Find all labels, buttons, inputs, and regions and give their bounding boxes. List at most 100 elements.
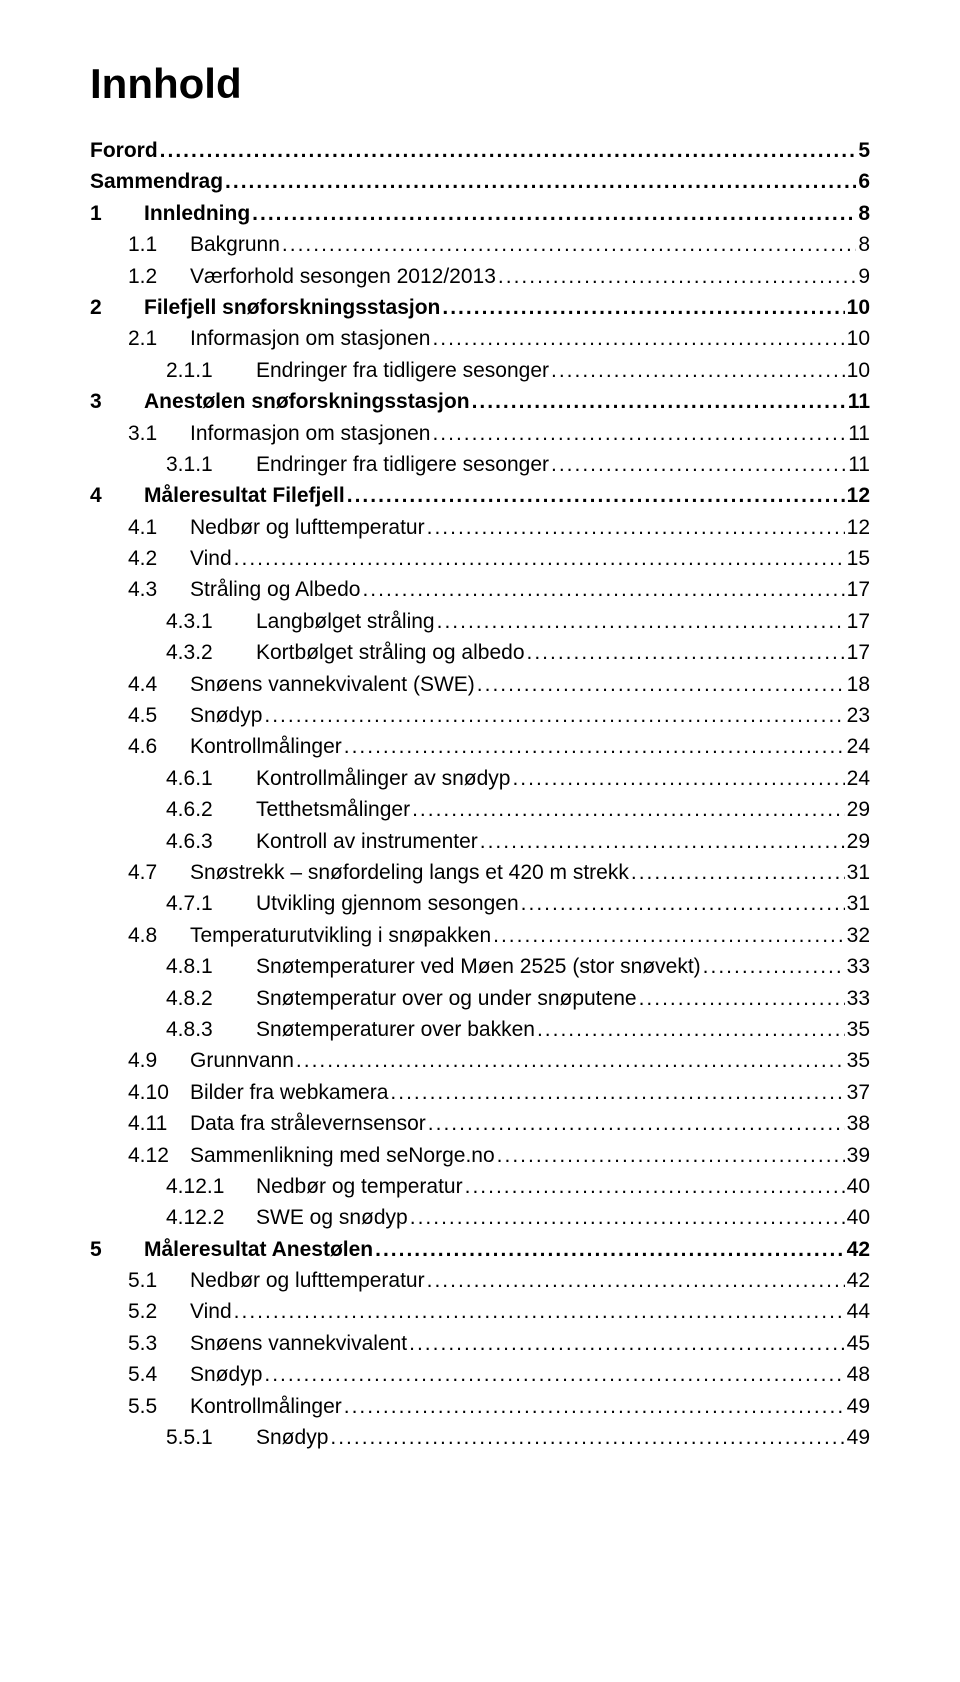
toc-entry: 5Måleresultat Anestølen 42	[90, 1235, 870, 1264]
toc-entry-text: Stråling og Albedo	[190, 578, 360, 601]
toc-leader-dots	[160, 136, 857, 165]
toc-entry-label: 4.8.3Snøtemperaturer over bakken	[166, 1015, 535, 1044]
toc-leader-dots	[344, 732, 845, 761]
toc-entry-label: 4.12.1Nedbør og temperatur	[166, 1172, 463, 1201]
toc-entry-number: 4.6.3	[166, 827, 256, 856]
toc-entry-number: 1.1	[128, 230, 190, 259]
toc-entry: 4.6.1Kontrollmålinger av snødyp24	[90, 764, 870, 793]
toc-entry: 4Måleresultat Filefjell12	[90, 481, 870, 510]
toc-entry-label: 4.8.2Snøtemperatur over og under snøpute…	[166, 984, 637, 1013]
toc-entry-number: 4.8	[128, 921, 190, 950]
toc-entry-number: 1.2	[128, 262, 190, 291]
toc-entry-page: 45	[847, 1329, 870, 1358]
toc-entry-page: 49	[847, 1392, 870, 1421]
toc-entry: 4.12.1Nedbør og temperatur 40	[90, 1172, 870, 1201]
toc-leader-dots	[465, 1172, 845, 1201]
toc-entry-number: 3.1.1	[166, 450, 256, 479]
toc-entry-label: 4.6Kontrollmålinger	[128, 732, 342, 761]
toc-entry-page: 48	[847, 1360, 870, 1389]
toc-entry-text: Kontrollmålinger av snødyp	[256, 767, 510, 790]
toc-entry-label: 4.7Snøstrekk – snøfordeling langs et 420…	[128, 858, 629, 887]
toc-leader-dots	[493, 921, 845, 950]
toc-entry-label: 2Filefjell snøforskningsstasjon	[90, 293, 440, 322]
toc-leader-dots	[344, 1392, 845, 1421]
toc-entry-label: 5.4Snødyp	[128, 1360, 262, 1389]
toc-entry-label: 5.1Nedbør og lufttemperatur	[128, 1266, 425, 1295]
toc-entry-page: 12	[847, 481, 870, 510]
toc-entry-number: 4.10	[128, 1078, 190, 1107]
toc-entry-page: 10	[847, 324, 870, 353]
toc-entry-label: 4.2Vind	[128, 544, 232, 573]
toc-leader-dots	[551, 356, 845, 385]
toc-entry-number: 5.3	[128, 1329, 190, 1358]
toc-entry-page: 10	[847, 356, 870, 385]
toc-entry-text: Måleresultat Filefjell	[144, 484, 345, 507]
toc-entry-number: 5.5	[128, 1392, 190, 1421]
toc-entry-number: 4.5	[128, 701, 190, 730]
toc-entry-text: Nedbør og temperatur	[256, 1175, 463, 1198]
toc-leader-dots	[477, 670, 845, 699]
toc-entry-label: 4.12.2SWE og snødyp	[166, 1203, 408, 1232]
toc-entry-text: Snøtemperaturer over bakken	[256, 1018, 535, 1041]
toc-entry-label: 4.6.1Kontrollmålinger av snødyp	[166, 764, 510, 793]
toc-entry-text: Kontrollmålinger	[190, 735, 342, 758]
toc-entry-page: 11	[848, 450, 870, 479]
toc-entry-label: 1Innledning	[90, 199, 250, 228]
toc-entry-text: Anestølen snøforskningsstasjon	[144, 390, 470, 413]
toc-entry: 1.1Bakgrunn8	[90, 230, 870, 259]
toc-entry: 3.1Informasjon om stasjonen11	[90, 419, 870, 448]
toc-entry-label: 5.3Snøens vannekvivalent	[128, 1329, 407, 1358]
toc-entry: 2Filefjell snøforskningsstasjon10	[90, 293, 870, 322]
toc-entry-number: 5	[90, 1235, 144, 1264]
toc-entry-page: 11	[848, 419, 870, 448]
toc-leader-dots	[432, 419, 846, 448]
toc-entry-text: Kontrollmålinger	[190, 1395, 342, 1418]
toc-entry-page: 42	[847, 1235, 870, 1264]
toc-entry-number: 3	[90, 387, 144, 416]
toc-entry-text: SWE og snødyp	[256, 1206, 408, 1229]
toc-leader-dots	[427, 1266, 845, 1295]
toc-entry-label: Forord	[90, 136, 158, 165]
toc-leader-dots	[252, 199, 856, 228]
toc-entry-label: 5Måleresultat Anestølen	[90, 1235, 373, 1264]
toc-entry-page: 8	[858, 230, 870, 259]
toc-entry-page: 17	[847, 575, 870, 604]
toc-entry-label: 4.3.2Kortbølget stråling og albedo	[166, 638, 525, 667]
table-of-contents: Forord5Sammendrag61Innledning81.1Bakgrun…	[90, 136, 870, 1452]
toc-leader-dots	[225, 167, 856, 196]
toc-entry-number: 4.1	[128, 513, 190, 542]
toc-entry-number: 4.6.2	[166, 795, 256, 824]
toc-entry-text: Snøens vannekvivalent	[190, 1332, 407, 1355]
toc-leader-dots	[703, 952, 845, 981]
toc-leader-dots	[264, 1360, 844, 1389]
toc-entry-label: 3.1.1Endringer fra tidligere sesonger	[166, 450, 549, 479]
toc-leader-dots	[296, 1046, 845, 1075]
toc-leader-dots	[437, 607, 845, 636]
toc-entry-text: Snøtemperaturer ved Møen 2525 (stor snøv…	[256, 955, 701, 978]
toc-entry: 4.3.1Langbølget stråling17	[90, 607, 870, 636]
toc-entry-text: Temperaturutvikling i snøpakken	[190, 924, 491, 947]
toc-entry-number: 4.11	[128, 1109, 190, 1138]
toc-entry-number: 4.7	[128, 858, 190, 887]
toc-entry-number: 4.4	[128, 670, 190, 699]
toc-entry: 4.8Temperaturutvikling i snøpakken32	[90, 921, 870, 950]
toc-entry-label: Sammendrag	[90, 167, 223, 196]
toc-leader-dots	[410, 1203, 845, 1232]
toc-leader-dots	[480, 827, 845, 856]
toc-entry-label: 4.10Bilder fra webkamera	[128, 1078, 388, 1107]
toc-entry-page: 35	[847, 1015, 870, 1044]
toc-entry: 3.1.1Endringer fra tidligere sesonger 11	[90, 450, 870, 479]
toc-entry-label: 4.3.1Langbølget stråling	[166, 607, 435, 636]
toc-entry: 4.1Nedbør og lufttemperatur12	[90, 513, 870, 542]
toc-entry-page: 40	[847, 1172, 870, 1201]
toc-entry-page: 31	[847, 858, 870, 887]
toc-leader-dots	[412, 795, 845, 824]
toc-entry-text: Bilder fra webkamera	[190, 1081, 388, 1104]
toc-entry-page: 8	[858, 199, 870, 228]
toc-entry-text: Informasjon om stasjonen	[190, 422, 430, 445]
toc-entry-number: 4.6	[128, 732, 190, 761]
toc-entry-label: 4.5Snødyp	[128, 701, 262, 730]
toc-entry-text: Grunnvann	[190, 1049, 294, 1072]
toc-entry-text: Værforhold sesongen 2012/2013	[190, 265, 496, 288]
toc-entry-label: 4.4Snøens vannekvivalent (SWE)	[128, 670, 475, 699]
